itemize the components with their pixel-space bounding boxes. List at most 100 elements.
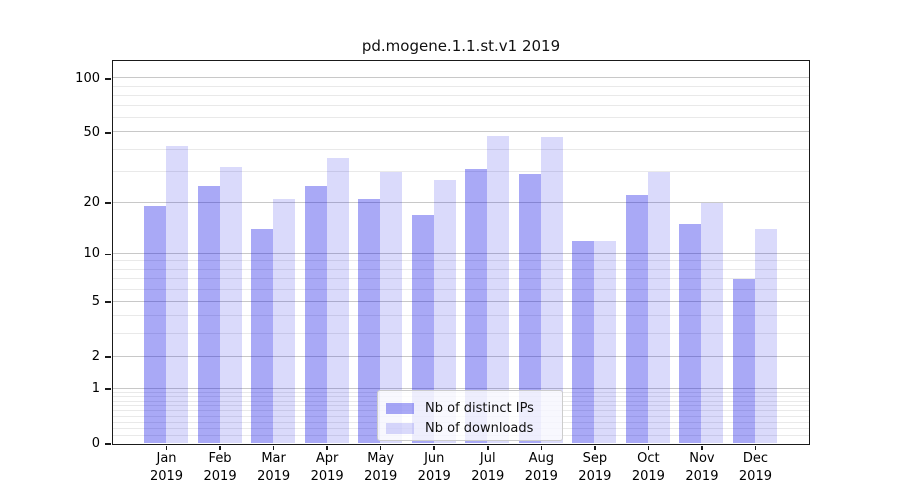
- x-tick-mark: [379, 445, 382, 450]
- minor-gridline: [112, 170, 809, 172]
- minor-gridline: [112, 260, 809, 262]
- x-tick-label-year: 2019: [310, 469, 344, 484]
- legend: Nb of distinct IPs Nb of downloads: [377, 390, 563, 441]
- x-tick-label-year: 2019: [149, 469, 184, 484]
- minor-gridline: [112, 85, 809, 87]
- major-gridline: [112, 355, 809, 357]
- major-gridline: [112, 300, 809, 302]
- bar-dec-distinct-ips: [732, 278, 755, 444]
- y-tick-label: 50: [83, 124, 100, 140]
- plot-area: [111, 59, 810, 445]
- y-tick-mark: [105, 301, 111, 303]
- x-tick-label-month: Nov: [689, 451, 715, 466]
- major-gridline: [112, 131, 809, 133]
- x-tick-label-year: 2019: [471, 469, 505, 484]
- x-tick-label-month: May: [367, 451, 395, 466]
- bar-oct-downloads: [647, 171, 670, 444]
- y-tick-label: 1: [91, 381, 100, 397]
- x-tick-label-month: Dec: [742, 451, 769, 466]
- x-tick-mark: [219, 445, 221, 450]
- x-tick-label-month: Mar: [261, 451, 286, 466]
- x-tick-label-month: Jan: [156, 451, 177, 466]
- bar-feb-downloads: [219, 166, 242, 444]
- x-tick-mark: [487, 445, 489, 450]
- chart-title: pd.mogene.1.1.st.v1 2019: [361, 37, 561, 55]
- y-tick-mark: [105, 253, 111, 255]
- bar-jul-downloads: [487, 135, 510, 444]
- y-tick-label: 5: [91, 294, 100, 310]
- y-tick-mark: [105, 78, 111, 80]
- bar-aug-downloads: [540, 137, 563, 444]
- bar-jul-distinct-ips: [465, 169, 488, 444]
- minor-gridline: [112, 105, 809, 107]
- bar-sep-downloads: [594, 240, 617, 444]
- x-tick-label-month: Jul: [479, 451, 496, 466]
- x-tick-label-year: 2019: [364, 469, 398, 484]
- x-tick-mark: [540, 445, 543, 450]
- x-tick-label-year: 2019: [578, 469, 612, 484]
- minor-gridline: [112, 117, 809, 119]
- x-tick-label-year: 2019: [738, 469, 772, 484]
- bar-dec-downloads: [754, 229, 777, 444]
- minor-gridline: [112, 268, 809, 270]
- bar-aug-distinct-ips: [518, 174, 541, 444]
- y-tick-mark: [105, 202, 111, 204]
- x-tick-label-year: 2019: [685, 469, 719, 484]
- major-gridline: [112, 201, 809, 203]
- y-tick-mark: [105, 132, 111, 134]
- x-tick-label-year: 2019: [631, 469, 665, 484]
- legend-entry-downloads: Nb of downloads: [386, 418, 553, 438]
- bar-jan-distinct-ips: [144, 206, 167, 444]
- x-tick-label-year: 2019: [524, 469, 558, 484]
- minor-gridline: [112, 332, 809, 334]
- legend-label-downloads: Nb of downloads: [425, 420, 534, 436]
- y-tick-mark: [105, 443, 111, 445]
- bar-nov-downloads: [701, 202, 724, 444]
- minor-gridline: [112, 148, 809, 150]
- bar-jan-downloads: [166, 145, 189, 444]
- x-tick-label-year: 2019: [417, 469, 451, 484]
- y-tick-label: 20: [83, 195, 100, 211]
- bar-apr-downloads: [326, 157, 349, 444]
- legend-label-distinct-ips: Nb of distinct IPs: [425, 400, 534, 416]
- bar-jun-downloads: [433, 179, 456, 444]
- major-gridline: [112, 77, 809, 79]
- y-tick-label: 10: [83, 246, 100, 262]
- legend-entry-distinct-ips: Nb of distinct IPs: [386, 398, 553, 418]
- bar-nov-distinct-ips: [679, 224, 702, 444]
- y-tick-label: 2: [91, 349, 100, 365]
- legend-swatch-downloads: [386, 422, 414, 434]
- bar-jun-distinct-ips: [411, 214, 434, 444]
- major-gridline: [112, 252, 809, 254]
- x-tick-label-month: Apr: [315, 451, 339, 466]
- x-tick-mark: [272, 445, 275, 450]
- bar-sep-distinct-ips: [572, 240, 595, 444]
- y-tick-mark: [105, 356, 111, 358]
- x-tick-mark: [647, 445, 650, 450]
- x-tick-label-month: Jun: [424, 451, 445, 466]
- minor-gridline: [112, 288, 809, 290]
- x-tick-label-month: Feb: [208, 451, 232, 466]
- x-tick-label-month: Sep: [582, 451, 608, 466]
- x-tick-label-month: Aug: [528, 451, 554, 466]
- major-gridline: [112, 387, 809, 389]
- y-tick-label: 0: [91, 436, 100, 451]
- x-tick-mark: [326, 445, 328, 450]
- bar-mar-downloads: [273, 198, 296, 444]
- y-tick-label: 100: [75, 70, 100, 86]
- y-tick-mark: [105, 388, 111, 390]
- minor-gridline: [112, 277, 809, 279]
- x-tick-mark: [701, 445, 703, 450]
- legend-swatch-distinct-ips: [386, 402, 414, 414]
- minor-gridline: [112, 94, 809, 96]
- bar-mar-distinct-ips: [251, 229, 274, 444]
- bar-may-distinct-ips: [358, 198, 381, 444]
- bar-may-downloads: [380, 171, 403, 444]
- bar-oct-distinct-ips: [625, 195, 648, 444]
- bar-apr-distinct-ips: [304, 185, 327, 444]
- bar-feb-distinct-ips: [197, 185, 220, 444]
- x-tick-mark: [433, 445, 435, 450]
- x-tick-label-month: Oct: [637, 451, 660, 466]
- x-tick-mark: [594, 445, 596, 450]
